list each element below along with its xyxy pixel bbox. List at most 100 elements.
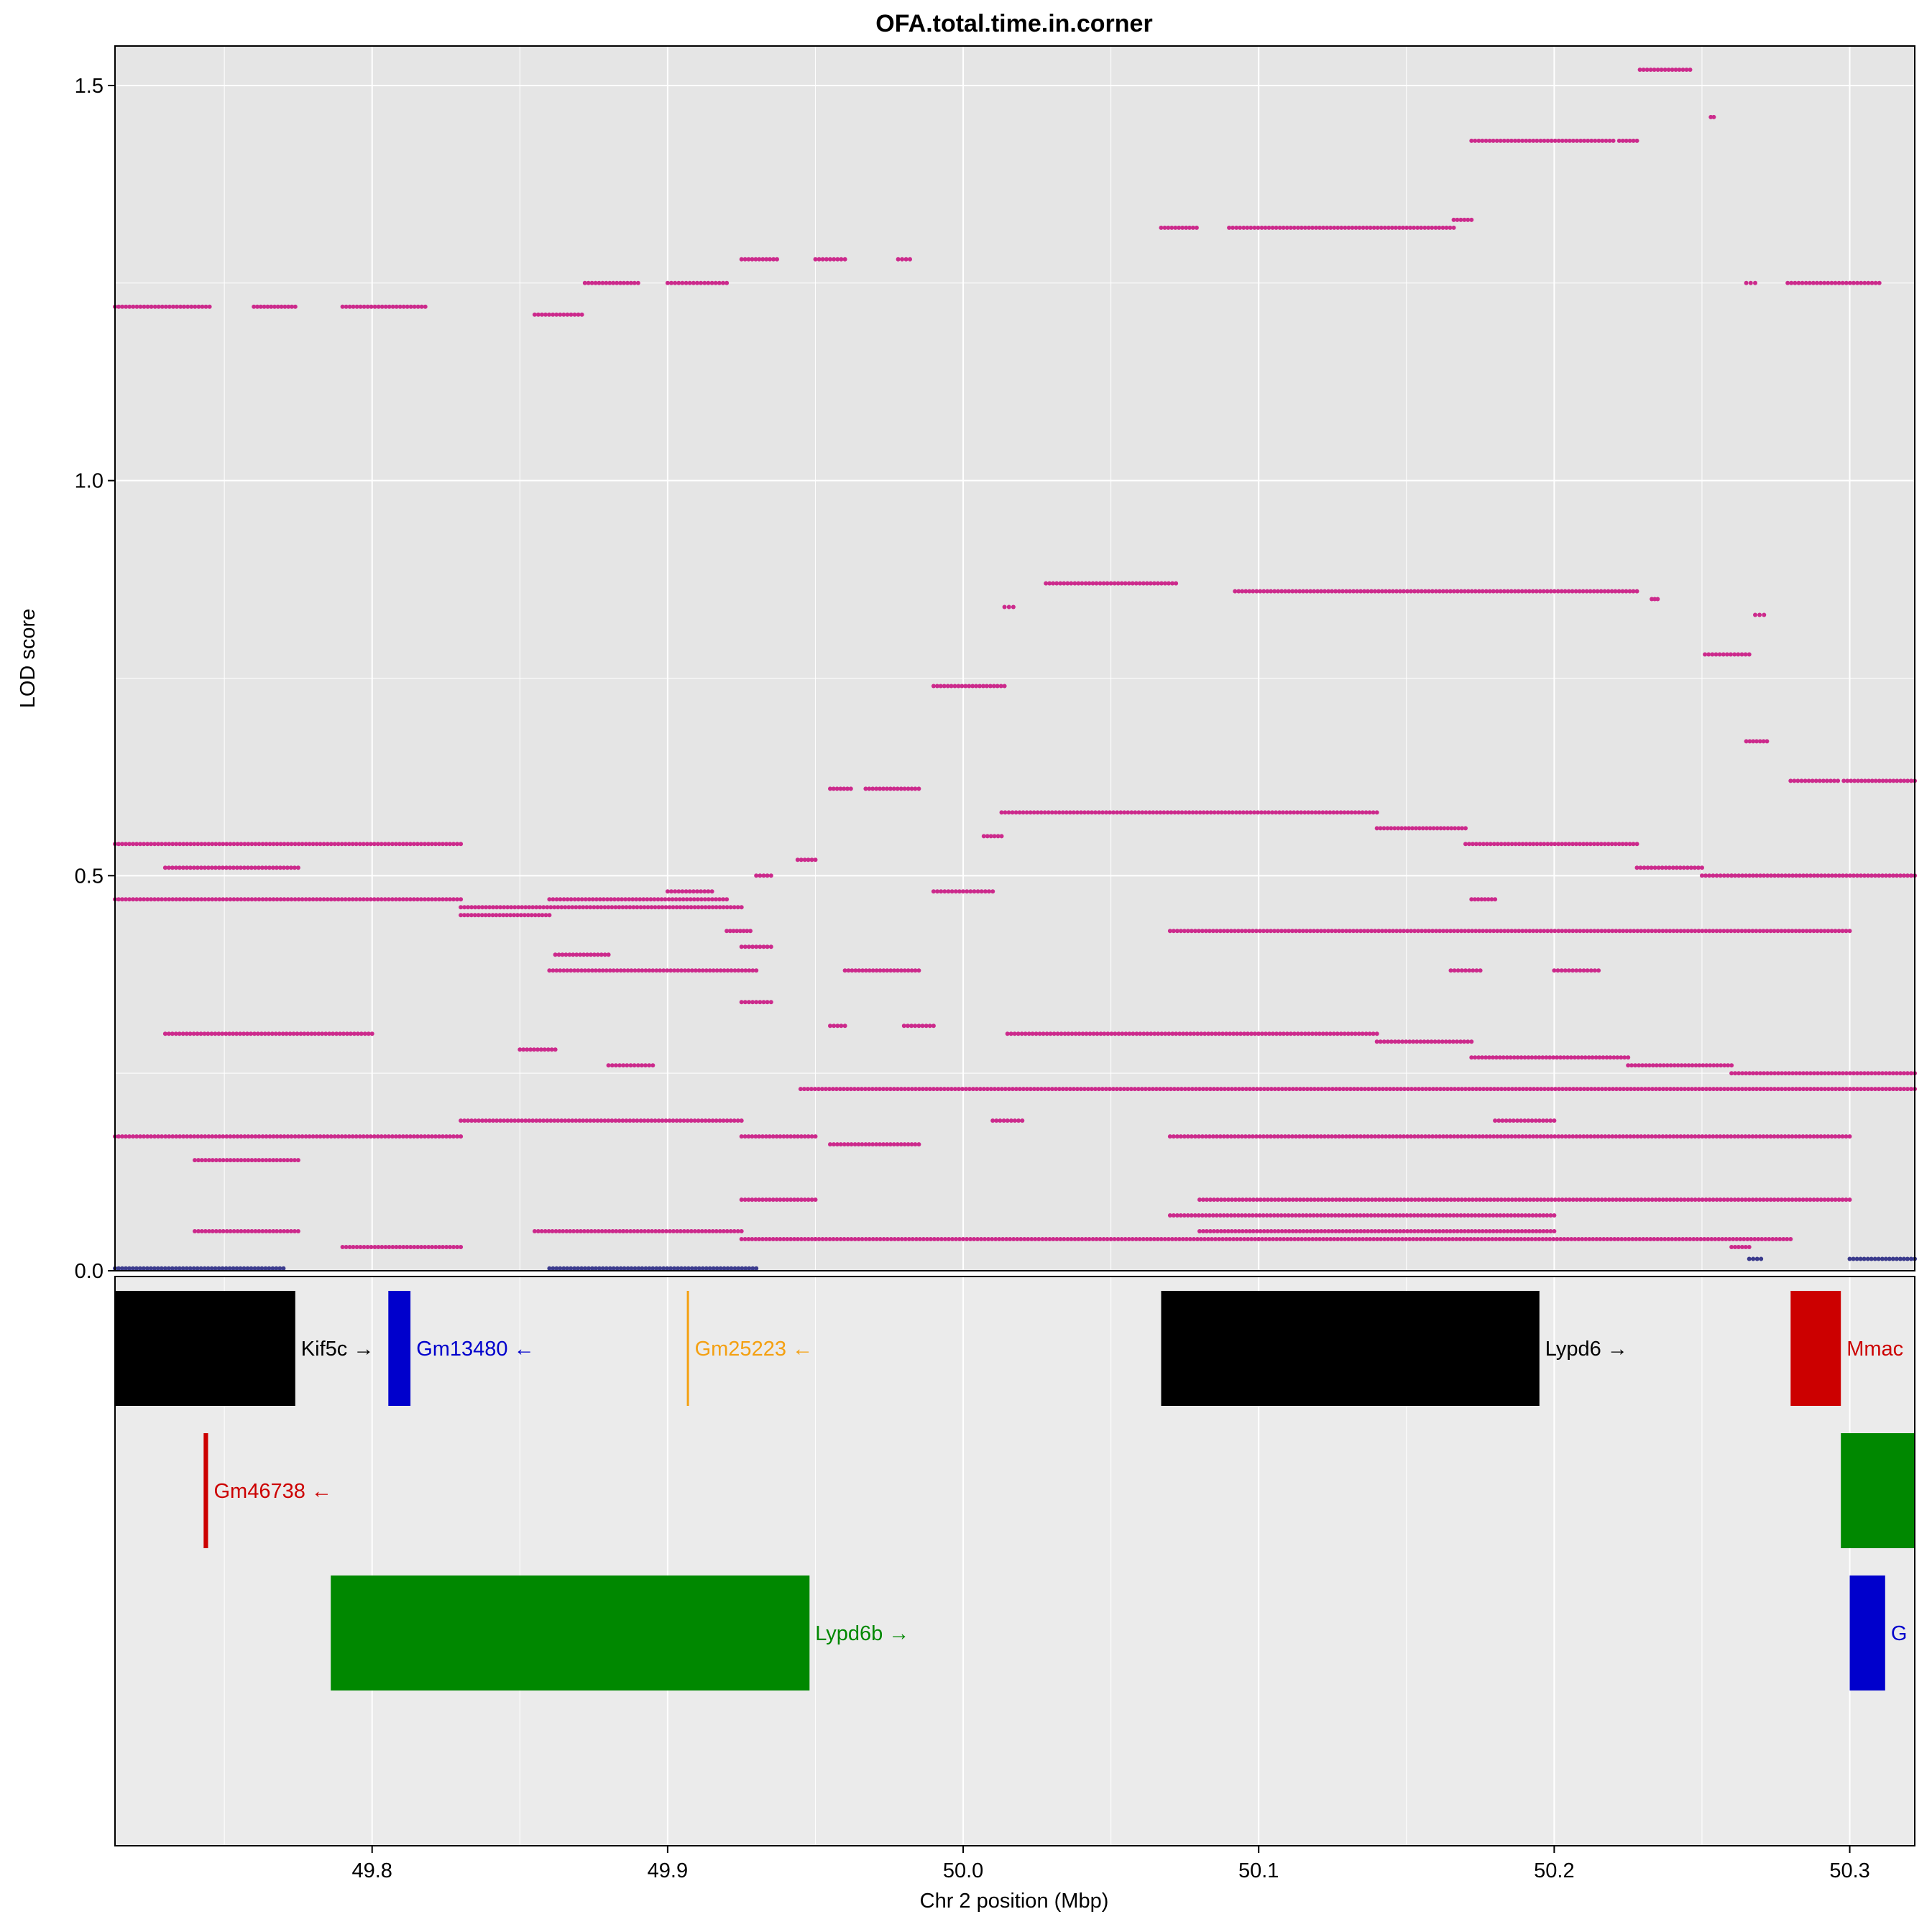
lod-point xyxy=(1447,1237,1452,1241)
lod-point xyxy=(1673,68,1678,72)
gene-track: Kif5c → Gm13480 ← Gm25223 ← Lypd6 → MmacGm46… xyxy=(115,1291,1915,1690)
gene-label: Kif5c → xyxy=(301,1338,374,1361)
lod-point xyxy=(1090,1237,1095,1241)
lod-point xyxy=(1409,1229,1413,1233)
lod-point xyxy=(1376,589,1381,594)
lod-point xyxy=(1398,1197,1403,1202)
lod-point xyxy=(618,280,623,285)
lod-point xyxy=(1383,1213,1388,1218)
lod-point xyxy=(1458,589,1463,594)
lod-point xyxy=(1628,1197,1633,1202)
lod-point xyxy=(1826,1134,1831,1139)
lod-point xyxy=(354,1134,359,1139)
lod-point xyxy=(1707,873,1712,878)
lod-point xyxy=(271,897,276,902)
lod-point xyxy=(1762,873,1767,878)
lod-point xyxy=(192,897,197,902)
lod-point xyxy=(559,1118,564,1123)
lod-point xyxy=(459,897,464,902)
lod-point xyxy=(689,905,694,910)
lod-point xyxy=(842,1237,847,1241)
lod-point xyxy=(1384,1197,1389,1202)
lod-point xyxy=(1349,810,1354,815)
lod-point xyxy=(1338,1031,1343,1036)
lod-point xyxy=(1732,652,1737,657)
lod-point xyxy=(1407,1237,1412,1241)
lod-point xyxy=(1716,1237,1721,1241)
lod-point xyxy=(913,968,918,973)
lod-point xyxy=(1023,1031,1028,1036)
lod-point xyxy=(1700,865,1704,870)
lod-point xyxy=(518,1047,523,1052)
lod-point xyxy=(1509,1197,1514,1202)
lod-point xyxy=(1650,597,1655,602)
lod-point xyxy=(170,897,175,902)
lod-point xyxy=(1589,1087,1593,1092)
lod-point xyxy=(1700,1134,1705,1139)
lod-point xyxy=(1310,810,1315,815)
lod-point xyxy=(1337,1197,1342,1202)
lod-point xyxy=(1510,1087,1514,1092)
lod-point xyxy=(1542,929,1547,934)
lod-point xyxy=(426,1134,431,1139)
lod-point xyxy=(1570,1197,1576,1202)
lod-point xyxy=(702,889,707,894)
lod-point xyxy=(152,1266,157,1271)
lod-point xyxy=(1333,1213,1338,1218)
lod-point xyxy=(1414,1237,1420,1241)
lod-point xyxy=(1819,1087,1823,1092)
lod-point xyxy=(1902,1087,1906,1092)
lod-point xyxy=(1571,1087,1576,1092)
lod-point xyxy=(339,842,344,847)
lod-point xyxy=(362,1031,367,1036)
lod-point xyxy=(1725,929,1730,934)
lod-point xyxy=(1570,1134,1576,1139)
lod-point xyxy=(351,1245,356,1249)
lod-point xyxy=(1340,929,1345,934)
lod-point xyxy=(1437,1229,1442,1233)
lod-point xyxy=(565,312,570,317)
lod-point xyxy=(952,1087,957,1092)
lod-point xyxy=(1654,1063,1659,1068)
lod-point xyxy=(227,865,232,870)
lod-point xyxy=(195,865,200,870)
lod-point xyxy=(874,1142,879,1147)
lod-point xyxy=(661,1266,666,1271)
lod-point xyxy=(1250,1213,1255,1218)
lod-point xyxy=(1750,1197,1755,1202)
lod-point xyxy=(1394,589,1399,594)
lod-point xyxy=(181,1134,186,1139)
lod-point xyxy=(1614,1134,1619,1139)
lod-point xyxy=(1162,1237,1167,1241)
lod-point xyxy=(1328,810,1333,815)
lod-point xyxy=(1751,1087,1755,1092)
lod-point xyxy=(239,842,244,847)
lod-point xyxy=(1466,1039,1471,1044)
lod-point xyxy=(1239,1134,1244,1139)
lod-point xyxy=(943,1237,947,1241)
lod-point xyxy=(192,842,197,847)
lod-point xyxy=(1338,1087,1342,1092)
lod-point xyxy=(1311,1213,1316,1218)
lod-point xyxy=(1423,1134,1428,1139)
lod-point xyxy=(1836,1197,1841,1202)
lod-point xyxy=(709,280,714,285)
lod-point xyxy=(1223,810,1228,815)
lod-point xyxy=(1159,1237,1164,1241)
lod-point xyxy=(338,1031,343,1036)
lod-point xyxy=(1469,897,1474,902)
lod-point xyxy=(551,1266,556,1271)
lod-point xyxy=(269,304,274,309)
lod-point xyxy=(902,1142,907,1147)
lod-point xyxy=(1243,1213,1248,1218)
lod-point xyxy=(1071,1087,1076,1092)
lod-point xyxy=(1844,1134,1849,1139)
lod-point xyxy=(620,897,625,902)
lod-point xyxy=(1552,1118,1557,1123)
lod-point xyxy=(1227,225,1232,230)
lod-point xyxy=(1190,225,1195,230)
lod-point xyxy=(292,865,297,870)
lod-point xyxy=(1656,865,1661,870)
gene-label: Gm46738 ← xyxy=(214,1480,332,1503)
lod-point xyxy=(1560,1134,1565,1139)
